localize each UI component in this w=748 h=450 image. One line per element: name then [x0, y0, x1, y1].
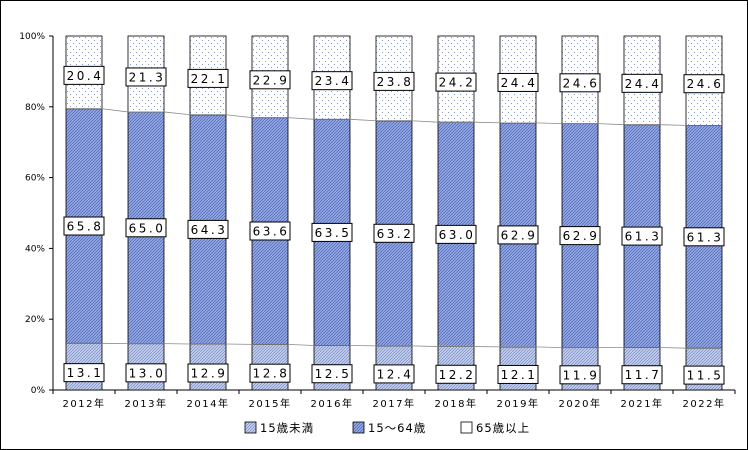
- data-label: 12.4: [377, 367, 414, 381]
- series-lines: [66, 108, 722, 349]
- data-label-box: [373, 364, 415, 384]
- data-label: 23.4: [315, 74, 352, 88]
- data-label-box: [63, 363, 105, 383]
- data-label: 11.5: [687, 369, 724, 383]
- data-label-box: [559, 73, 601, 93]
- data-label: 63.0: [439, 228, 476, 242]
- data-label: 12.5: [315, 367, 352, 381]
- legend-label: 15～64歳: [368, 421, 426, 435]
- data-label-box: [683, 74, 725, 94]
- series-line: [66, 108, 722, 126]
- legend-swatch: [352, 421, 365, 434]
- legend-swatch: [244, 421, 257, 434]
- x-tick-label: 2013年: [125, 397, 168, 410]
- data-label-box: [63, 65, 105, 85]
- data-label: 22.1: [191, 72, 228, 86]
- data-label-box: [187, 363, 229, 383]
- data-label-box: [435, 364, 477, 384]
- data-label-box: [125, 67, 167, 87]
- x-tick-label: 2012年: [63, 397, 106, 410]
- x-tick-label: 2015年: [249, 397, 292, 410]
- data-label: 62.9: [563, 229, 600, 243]
- x-tick-label: 2022年: [683, 397, 726, 410]
- data-label-box: [249, 363, 291, 383]
- data-label-box: [311, 222, 353, 242]
- data-label-box: [497, 225, 539, 245]
- x-tick-label: 2018年: [435, 397, 478, 410]
- data-label: 65.0: [129, 221, 166, 235]
- data-label: 24.6: [563, 76, 600, 90]
- data-label-box: [311, 364, 353, 384]
- data-label-box: [63, 216, 105, 236]
- data-label-box: [249, 221, 291, 241]
- data-label-box: [125, 218, 167, 238]
- data-label-box: [311, 71, 353, 91]
- data-label: 12.8: [253, 367, 290, 381]
- data-label-box: [435, 72, 477, 92]
- data-labels: 13.1 65.8 20.4 13.0 65.0 21.3 12.9 64.3 22.1 12.8…: [63, 65, 725, 385]
- data-label: 20.4: [67, 69, 104, 83]
- data-label: 65.8: [67, 220, 104, 234]
- data-label: 11.9: [563, 368, 600, 382]
- x-tick-label: 2020年: [559, 397, 602, 410]
- x-tick-label: 2021年: [621, 397, 664, 410]
- y-tick-label: 0%: [31, 386, 46, 396]
- data-label-box: [621, 73, 663, 93]
- legend-swatch: [460, 421, 473, 434]
- data-label: 12.1: [501, 368, 538, 382]
- data-label: 63.5: [315, 226, 352, 240]
- data-label-box: [249, 70, 291, 90]
- legend: 15歳未満 15～64歳 65歳以上: [244, 421, 530, 435]
- data-label: 24.6: [687, 77, 724, 91]
- data-label-box: [683, 227, 725, 247]
- series-line: [66, 342, 722, 349]
- data-label: 61.3: [687, 230, 724, 244]
- x-tick-label: 2017年: [373, 397, 416, 410]
- data-label: 13.1: [67, 366, 104, 380]
- data-label: 24.2: [439, 76, 476, 90]
- x-tick-label: 2016年: [311, 397, 354, 410]
- data-label: 24.4: [625, 77, 662, 91]
- data-label-box: [373, 223, 415, 243]
- data-label: 13.0: [129, 366, 166, 380]
- data-label: 63.2: [377, 227, 414, 241]
- data-label: 11.7: [625, 368, 662, 382]
- data-label-box: [497, 72, 539, 92]
- legend-label: 15歳未満: [260, 421, 314, 435]
- axes: 0% 20% 40% 60% 80% 100% 2012年 2013年 2014年 2015年 20…: [19, 32, 736, 410]
- data-label-box: [621, 226, 663, 246]
- y-tick-label: 20%: [25, 315, 45, 325]
- data-label: 23.8: [377, 75, 414, 89]
- data-label-box: [187, 219, 229, 239]
- data-label: 12.2: [439, 368, 476, 382]
- data-label-box: [559, 226, 601, 246]
- data-label-box: [373, 71, 415, 91]
- y-tick-label: 100%: [19, 32, 45, 42]
- data-label-box: [125, 363, 167, 383]
- data-label: 63.6: [253, 225, 290, 239]
- x-tick-label: 2014年: [187, 397, 230, 410]
- data-label: 21.3: [129, 70, 166, 84]
- data-label: 62.9: [501, 228, 538, 242]
- legend-label: 65歳以上: [476, 421, 530, 435]
- data-label-box: [683, 365, 725, 385]
- data-label-box: [559, 365, 601, 385]
- y-tick-label: 40%: [25, 244, 45, 254]
- x-tick-label: 2019年: [497, 397, 540, 410]
- y-tick-label: 60%: [25, 174, 45, 184]
- data-label: 24.4: [501, 76, 538, 90]
- data-label-box: [435, 224, 477, 244]
- data-label: 61.3: [625, 230, 662, 244]
- data-label: 64.3: [191, 223, 228, 237]
- data-label-box: [187, 68, 229, 88]
- data-label: 22.9: [253, 73, 290, 87]
- y-tick-label: 80%: [25, 103, 45, 113]
- data-label: 12.9: [191, 367, 228, 381]
- data-label-box: [497, 364, 539, 384]
- data-label-box: [621, 365, 663, 385]
